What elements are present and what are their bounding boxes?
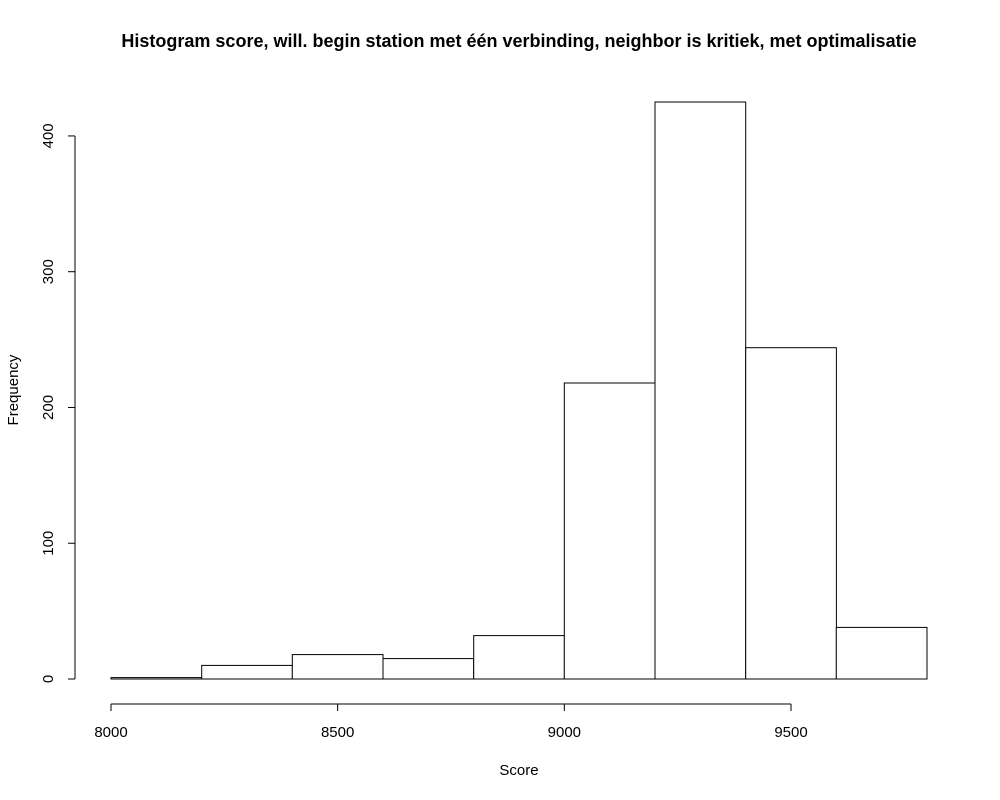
histogram-bar [563, 382, 656, 680]
histogram-bar [745, 347, 837, 680]
histogram-bar [473, 635, 565, 680]
y-tick-label: 400 [40, 123, 57, 148]
y-tick-label: 200 [40, 395, 57, 420]
y-tick-label: 300 [40, 259, 57, 284]
histogram-bar [382, 658, 475, 680]
x-tick-label: 8500 [321, 724, 354, 741]
x-axis-label: Score [499, 762, 538, 779]
x-tick-label: 9500 [774, 724, 807, 741]
histogram-bar [291, 654, 384, 680]
y-axis-label: Frequency [5, 354, 22, 425]
histogram-bar [110, 677, 203, 680]
y-tick-label: 100 [40, 531, 57, 556]
x-tick-label: 8000 [94, 724, 127, 741]
y-axis: 0 100 200 300 400 [40, 123, 76, 683]
histogram-bar [654, 101, 747, 680]
bars-group [110, 101, 928, 680]
y-tick-label: 0 [40, 675, 57, 683]
histogram-bar [835, 626, 928, 680]
x-tick-label: 9000 [548, 724, 581, 741]
chart-title: Histogram score, will. begin station met… [121, 31, 916, 51]
histogram-bar [201, 664, 293, 680]
x-axis: 8000 8500 9000 9500 [94, 703, 808, 741]
